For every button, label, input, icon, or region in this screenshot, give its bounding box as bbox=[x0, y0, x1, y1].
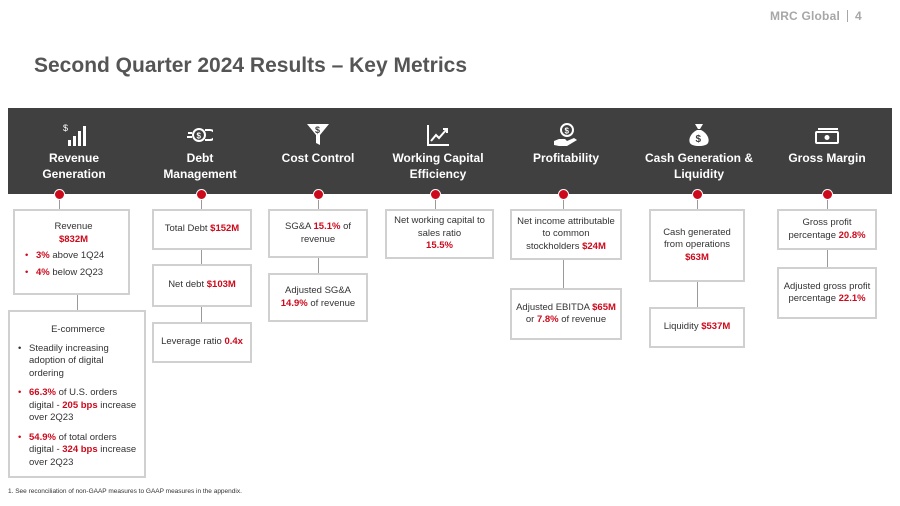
brand-logo: MRC Global bbox=[770, 9, 840, 23]
ecommerce-bullets: Steadily increasing adoption of digital … bbox=[18, 343, 138, 470]
trend-chart-icon bbox=[427, 125, 449, 146]
connector-line bbox=[318, 258, 319, 273]
svg-text:$: $ bbox=[696, 134, 702, 145]
connector-dot bbox=[313, 189, 324, 200]
money-bag-icon: $ bbox=[689, 124, 709, 146]
svg-text:$: $ bbox=[197, 132, 202, 141]
money-hand-icon: $ bbox=[187, 128, 213, 142]
connector-line bbox=[59, 200, 60, 209]
adjusted-gross-profit-card: Adjusted gross profit percentage 22.1% bbox=[777, 267, 877, 319]
list-item: 4% below 2Q23 bbox=[25, 267, 122, 280]
adjusted-ebitda-card: Adjusted EBITDA $65M or 7.8% of revenue bbox=[510, 288, 622, 340]
cash-from-operations-card: Cash generated from operations $63M bbox=[649, 209, 745, 282]
connector-line bbox=[435, 200, 436, 209]
connector-dot bbox=[822, 189, 833, 200]
category-band: $ Revenue Generation $ Debt Management $… bbox=[8, 108, 892, 194]
category-label: Cash Generation & Liquidity bbox=[644, 151, 754, 181]
svg-text:$: $ bbox=[315, 125, 320, 135]
svg-text:$: $ bbox=[63, 123, 68, 133]
list-item: 66.3% of U.S. orders digital - 205 bps i… bbox=[18, 387, 138, 425]
connector-line bbox=[697, 200, 698, 209]
leverage-ratio-card: Leverage ratio 0.4x bbox=[152, 322, 252, 363]
net-debt-card: Net debt $103M bbox=[152, 264, 252, 307]
connector-dot bbox=[196, 189, 207, 200]
category-label: Working Capital Efficiency bbox=[392, 151, 484, 181]
category-label: Revenue Generation bbox=[42, 151, 106, 181]
connector-dot bbox=[430, 189, 441, 200]
connector-dot bbox=[558, 189, 569, 200]
svg-text:$: $ bbox=[565, 127, 570, 136]
ecommerce-card: E-commerce Steadily increasing adoption … bbox=[8, 310, 146, 478]
list-item: 3% above 1Q24 bbox=[25, 250, 122, 263]
connector-line bbox=[827, 200, 828, 209]
connector-line bbox=[318, 200, 319, 209]
footnote: 1. See reconciliation of non-GAAP measur… bbox=[8, 488, 242, 495]
category-label: Profitability bbox=[532, 151, 599, 165]
page-number: 4 bbox=[855, 9, 862, 23]
net-income-card: Net income attributable to common stockh… bbox=[510, 209, 622, 260]
hand-coin-icon: $ bbox=[554, 123, 577, 146]
category-label: Debt Management bbox=[163, 151, 237, 181]
connector-line bbox=[201, 250, 202, 264]
revenue-card: Revenue $832M 3% above 1Q24 4% below 2Q2… bbox=[13, 209, 130, 295]
connector-line bbox=[827, 250, 828, 267]
connector-dot bbox=[692, 189, 703, 200]
connector-line bbox=[201, 200, 202, 209]
revenue-label: Revenue bbox=[54, 221, 93, 232]
category-label: Cost Control bbox=[281, 151, 355, 165]
connector-line bbox=[77, 295, 78, 310]
list-item: Steadily increasing adoption of digital … bbox=[18, 343, 138, 381]
page-title: Second Quarter 2024 Results – Key Metric… bbox=[34, 54, 468, 77]
connector-dot bbox=[54, 189, 65, 200]
cash-bills-icon bbox=[815, 128, 839, 144]
working-capital-card: Net working capital to sales ratio 15.5% bbox=[385, 209, 494, 259]
sga-card: SG&A 15.1% of revenue bbox=[268, 209, 368, 258]
brand-header: MRC Global 4 bbox=[770, 9, 862, 23]
ecommerce-title: E-commerce bbox=[51, 324, 105, 335]
list-item: 54.9% of total orders digital - 324 bps … bbox=[18, 432, 138, 470]
category-label: Gross Margin bbox=[788, 151, 866, 165]
funnel-dollar-icon: $ bbox=[307, 124, 329, 145]
revenue-value: $832M bbox=[58, 233, 89, 245]
liquidity-card: Liquidity $537M bbox=[649, 307, 745, 348]
connector-line bbox=[201, 307, 202, 322]
connector-line bbox=[563, 260, 564, 288]
revenue-bullets: 3% above 1Q24 4% below 2Q23 bbox=[25, 250, 122, 279]
total-debt-card: Total Debt $152M bbox=[152, 209, 252, 250]
bar-chart-dollar-icon: $ bbox=[63, 123, 86, 146]
gross-profit-card: Gross profit percentage 20.8% bbox=[777, 209, 877, 250]
connector-line bbox=[697, 282, 698, 307]
connector-line bbox=[563, 200, 564, 209]
adjusted-sga-card: Adjusted SG&A 14.9% of revenue bbox=[268, 273, 368, 322]
